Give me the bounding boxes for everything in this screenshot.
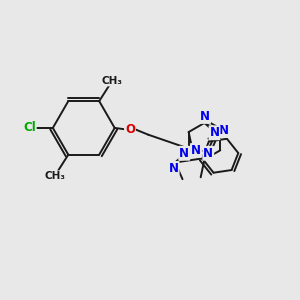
Text: CH₃: CH₃ (102, 76, 123, 85)
Text: N: N (203, 147, 213, 160)
Text: Cl: Cl (23, 122, 36, 134)
Text: N: N (169, 162, 178, 175)
Text: O: O (125, 123, 135, 136)
Text: N: N (179, 147, 189, 160)
Text: N: N (191, 144, 201, 157)
Text: CH₃: CH₃ (44, 171, 65, 181)
Text: N: N (219, 124, 229, 137)
Text: N: N (200, 110, 210, 123)
Text: N: N (209, 126, 220, 139)
